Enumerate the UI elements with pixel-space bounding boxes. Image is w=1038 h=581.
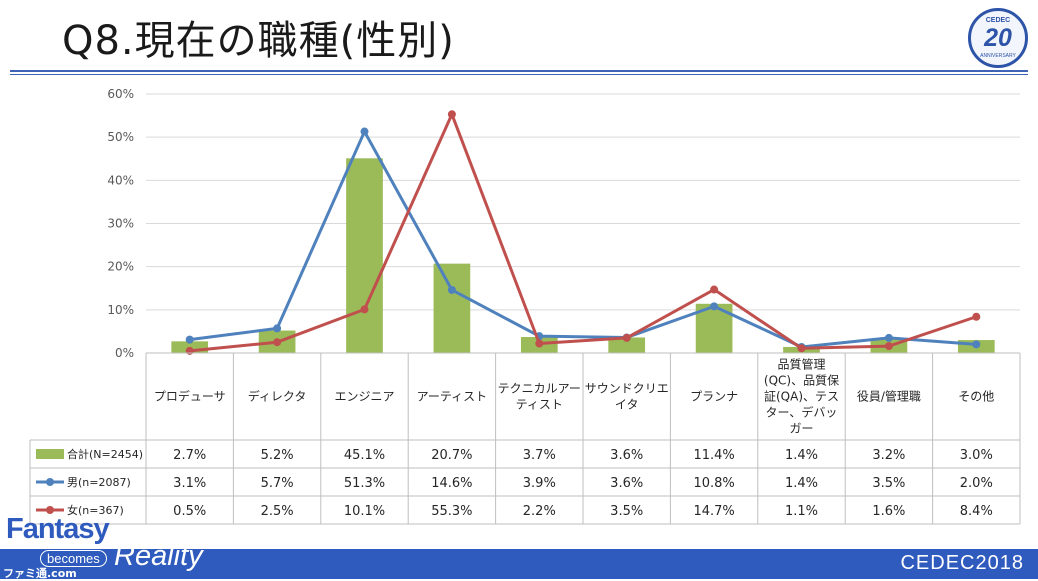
data-label: 3.7% (523, 448, 556, 463)
logo-top-text: CEDEC (985, 17, 1011, 24)
category-label: 品質管理 (777, 357, 825, 372)
title-rule (10, 70, 1028, 72)
data-label: 1.4% (785, 448, 818, 463)
line-point (884, 333, 893, 342)
line-point (447, 285, 456, 294)
data-label: 2.5% (261, 504, 294, 519)
category-label: アーティスト (417, 390, 488, 404)
bar (608, 337, 646, 353)
data-label: 14.7% (693, 504, 734, 519)
page-title: Q8.現在の職種(性別) (62, 18, 455, 64)
category-label: プランナ (690, 390, 738, 404)
becomes-logo-text: becomes (40, 550, 107, 567)
footer-brand: CEDEC2018 (900, 552, 1024, 574)
bar (433, 263, 471, 353)
category-label: イタ (615, 398, 639, 412)
data-label: 51.3% (344, 476, 385, 491)
category-label: (QC)、品質保 (764, 373, 839, 388)
category-label: ター、デバッ (766, 405, 838, 420)
data-label: 3.6% (610, 448, 643, 463)
legend-marker (46, 478, 54, 486)
category-label: ディレクタ (248, 389, 307, 404)
anniversary-logo: CEDEC 20 ANNIVERSARY (968, 8, 1028, 68)
line-point (535, 339, 544, 348)
y-tick-label: 40% (107, 173, 134, 187)
line-point (360, 127, 369, 136)
line-point (710, 302, 719, 311)
category-label: その他 (958, 390, 994, 404)
line-point (884, 342, 893, 351)
watermark-text: ファミ通.com (3, 567, 77, 580)
data-label: 1.6% (872, 504, 905, 519)
data-label: 1.4% (785, 476, 818, 491)
y-tick-label: 60% (107, 87, 134, 101)
logo-bottom-text: ANNIVERSARY (980, 53, 1016, 59)
line-point (273, 324, 282, 333)
legend-label: 男(n=2087) (67, 476, 131, 489)
line-point (710, 285, 719, 294)
data-label: 3.9% (523, 476, 556, 491)
category-label: 役員/管理職 (857, 389, 921, 404)
bar (346, 158, 383, 353)
data-label: 5.7% (261, 476, 294, 491)
category-label: エンジニア (334, 390, 394, 404)
line-point (797, 344, 806, 353)
legend-marker (46, 506, 54, 514)
data-label: 3.0% (960, 448, 993, 463)
category-label: プロデューサ (154, 389, 226, 404)
category-label: テクニカルアー (498, 382, 581, 396)
data-label: 20.7% (431, 448, 472, 463)
data-label: 2.0% (960, 476, 993, 491)
category-label: サウンドクリエ (585, 382, 669, 396)
fantasy-logo-text: Fantasy (6, 513, 110, 545)
data-label: 8.4% (960, 504, 993, 519)
reality-logo-text: Reality (114, 540, 203, 572)
data-label: 0.5% (173, 504, 206, 519)
line-point (972, 340, 981, 349)
y-tick-label: 50% (107, 130, 134, 144)
footer-bar: CEDEC2018 (0, 549, 1038, 579)
data-label: 2.2% (523, 504, 556, 519)
title-rule-thin (10, 74, 1028, 75)
logo-number: 20 (984, 24, 1012, 52)
line-point (185, 346, 194, 355)
y-tick-label: 20% (107, 260, 134, 274)
legend-swatch (36, 449, 64, 459)
data-label: 3.2% (872, 448, 905, 463)
data-label: 2.7% (173, 448, 206, 463)
data-label: 55.3% (431, 504, 472, 519)
legend-label: 合計(N=2454) (67, 447, 143, 461)
y-tick-label: 0% (115, 346, 134, 360)
data-label: 11.4% (693, 448, 734, 463)
data-label: 3.6% (610, 476, 643, 491)
category-label: ガー (789, 422, 813, 436)
data-label: 45.1% (344, 448, 385, 463)
series-line (189, 130, 977, 349)
line-point (622, 333, 631, 342)
line-point (360, 305, 369, 314)
legend-label: 女(n=367) (67, 503, 124, 517)
data-label: 5.2% (261, 448, 294, 463)
y-tick-label: 30% (107, 217, 134, 231)
data-label: 3.5% (872, 476, 905, 491)
data-label: 10.1% (344, 504, 385, 519)
category-label: ティスト (516, 398, 563, 412)
y-tick-label: 10% (107, 303, 134, 317)
line-point (185, 335, 194, 344)
data-label: 1.1% (785, 504, 818, 519)
series-line (189, 112, 977, 353)
data-label: 3.1% (173, 476, 206, 491)
line-point (447, 110, 456, 119)
data-label: 10.8% (693, 476, 734, 491)
category-label: 証(QA)、テス (764, 390, 839, 404)
line-point (273, 338, 282, 347)
data-label: 3.5% (610, 504, 643, 519)
data-label: 14.6% (431, 476, 472, 491)
line-point (972, 312, 981, 321)
